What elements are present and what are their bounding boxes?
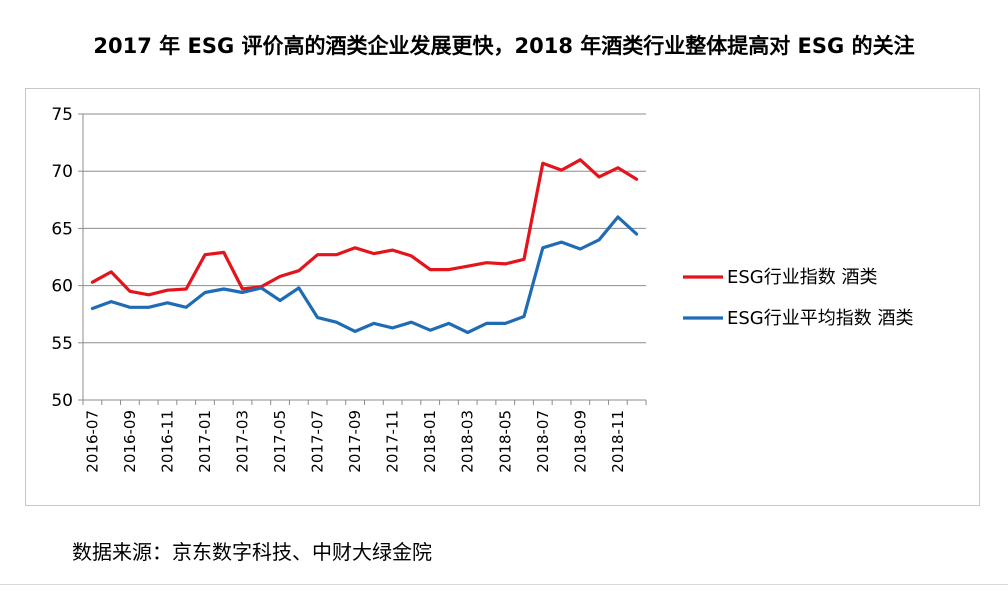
y-tick-label: 50 — [51, 391, 73, 411]
x-tick-label: 2017-01 — [196, 410, 214, 473]
bottom-divider — [0, 584, 1008, 585]
x-tick-label: 2018-03 — [459, 410, 477, 473]
line-chart: 50 55 60 65 70 75 2016-07 2016-09 2016-11 2017-01… — [51, 105, 913, 473]
x-tick-label: 2018-09 — [571, 410, 589, 473]
y-tick-label: 70 — [51, 162, 73, 182]
legend-label: ESG行业平均指数 酒类 — [727, 308, 913, 329]
legend-label: ESG行业指数 酒类 — [727, 267, 877, 288]
axes: 50 55 60 65 70 75 2016-07 2016-09 2016-11 2017-01… — [51, 105, 647, 473]
x-tick-label: 2017-09 — [346, 410, 364, 473]
series-lines — [90, 158, 639, 335]
x-tick-label: 2018-11 — [609, 410, 627, 473]
x-tick-label: 2018-07 — [534, 410, 552, 473]
x-tick-label: 2018-05 — [496, 410, 514, 473]
source-note: 数据来源：京东数字科技、中财大绿金院 — [72, 540, 432, 564]
y-tick-label: 65 — [51, 219, 73, 239]
chart-frame: 50 55 60 65 70 75 2016-07 2016-09 2016-11 2017-01… — [25, 88, 980, 506]
y-tick-label: 55 — [51, 334, 73, 354]
x-tick-label: 2017-07 — [309, 410, 327, 473]
series-line — [90, 158, 639, 297]
y-tick-label: 75 — [51, 105, 73, 125]
x-tick-label: 2017-11 — [384, 410, 402, 473]
series-line — [90, 215, 639, 335]
chart-title: 2017 年 ESG 评价高的酒类企业发展更快，2018 年酒类行业整体提高对 … — [93, 34, 915, 58]
y-tick-label: 60 — [51, 277, 73, 297]
x-tick-label: 2017-03 — [234, 410, 252, 473]
x-tick-label: 2018-01 — [421, 410, 439, 473]
gridlines — [83, 113, 646, 344]
x-tick-label: 2017-05 — [271, 410, 289, 473]
x-tick-label: 2016-07 — [83, 410, 101, 473]
x-tick-label: 2016-09 — [121, 410, 139, 473]
legend: ESG行业指数 酒类 ESG行业平均指数 酒类 — [683, 267, 913, 329]
x-tick-label: 2016-11 — [158, 410, 176, 473]
